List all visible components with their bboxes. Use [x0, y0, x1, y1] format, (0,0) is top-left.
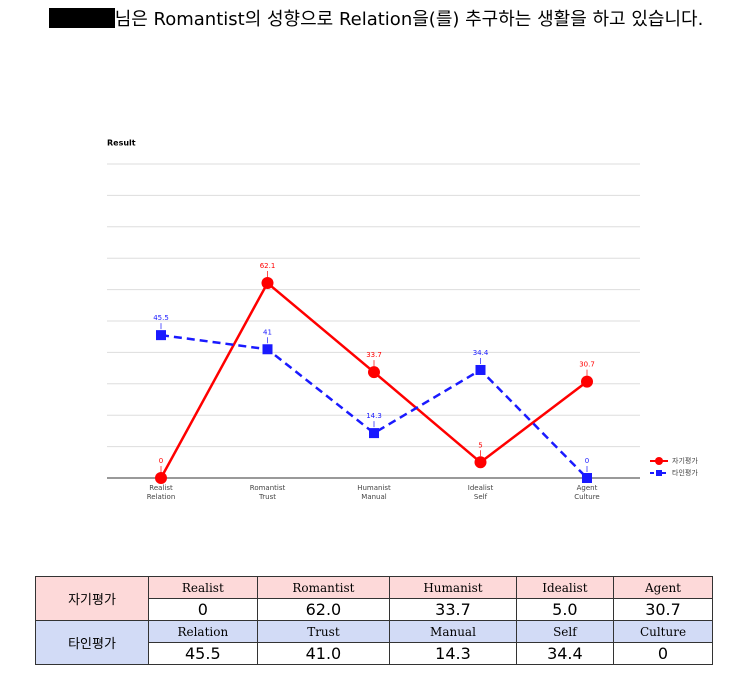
table-cell: 5.0 [515, 598, 615, 621]
table-cell: 자기평가 [35, 576, 149, 621]
data-label: 62.1 [260, 262, 276, 270]
table-cell: 45.5 [148, 642, 258, 665]
data-label: 0 [159, 457, 163, 465]
series-line [159, 281, 588, 479]
marker [261, 277, 274, 290]
table-cell: Relation [148, 620, 258, 643]
table-cell: Culture [613, 620, 713, 643]
table-cell: 타인평가 [35, 620, 149, 665]
marker [474, 456, 487, 469]
chart-title: Result [107, 139, 136, 148]
x-tick-label: Humanist [357, 484, 391, 492]
data-label: 34.4 [473, 349, 489, 357]
table-cell: Realist [148, 576, 258, 599]
data-label: 5 [478, 441, 482, 449]
table-cell: 14.3 [389, 642, 517, 665]
marker [581, 375, 593, 388]
legend-marker [655, 457, 663, 465]
series-line [160, 333, 588, 479]
marker [368, 366, 380, 379]
table: 자기평가 Realist Romantist Humanist Idealist Agen… [35, 576, 713, 665]
table-cell: 0 [613, 642, 713, 665]
header: 님은 Romantist의 성향으로 Relation을(를) 추구하는 생활을… [30, 8, 722, 30]
legend-marker [656, 470, 662, 476]
table-cell: Romantist [256, 576, 391, 599]
x-tick-label: Realist [149, 484, 173, 492]
table-cell: 62.0 [256, 598, 391, 621]
table-cell: Humanist [389, 576, 517, 599]
x-tick-label: Agent [577, 484, 598, 492]
x-tick-label: Trust [258, 493, 276, 501]
x-tick-label: Idealist [468, 484, 494, 492]
marker [155, 472, 167, 484]
marker [262, 344, 273, 355]
table-cell: Trust [256, 620, 391, 643]
table-cell: 33.7 [389, 598, 517, 621]
marker [369, 428, 379, 439]
data-label: 14.3 [366, 412, 382, 420]
table-cell: Self [515, 620, 615, 643]
legend-label: 타인평가 [672, 468, 698, 477]
marker [475, 364, 486, 375]
x-tick-label: Manual [361, 493, 386, 501]
table-cell: 34.4 [515, 642, 615, 665]
data-label: 33.7 [366, 351, 382, 359]
table-cell: 30.7 [613, 598, 713, 621]
x-tick-label: Culture [574, 493, 599, 501]
table-cell: Manual [389, 620, 517, 643]
table-cell: 41.0 [256, 642, 391, 665]
data-label: 30.7 [579, 361, 595, 369]
marker [582, 473, 592, 483]
table-row: 45.5 41.0 14.3 34.4 0 [36, 642, 713, 665]
data-label: 41 [263, 328, 272, 336]
x-tick-label: Romantist [250, 484, 286, 492]
marker [156, 330, 166, 341]
table-cell: Agent [613, 576, 713, 599]
data-label: 0 [585, 457, 589, 465]
table-row: 0 62.0 33.7 5.0 30.7 [36, 598, 713, 621]
legend-label: 자기평가 [672, 456, 698, 465]
data-label: 45.5 [153, 314, 169, 322]
redaction [48, 8, 115, 28]
x-tick-label: Relation [147, 493, 176, 501]
x-tick-label: Self [474, 493, 488, 501]
table-cell: Idealist [515, 576, 615, 599]
table-row: 자기평가 Realist Romantist Humanist Idealist Agen… [35, 576, 713, 621]
header-text: 님은 Romantist의 성향으로 Relation을(를) 추구하는 생활을… [114, 9, 704, 30]
table-cell: 0 [148, 598, 258, 621]
table-row: 타인평가 Relation Trust Manual Self Culture [35, 620, 713, 665]
